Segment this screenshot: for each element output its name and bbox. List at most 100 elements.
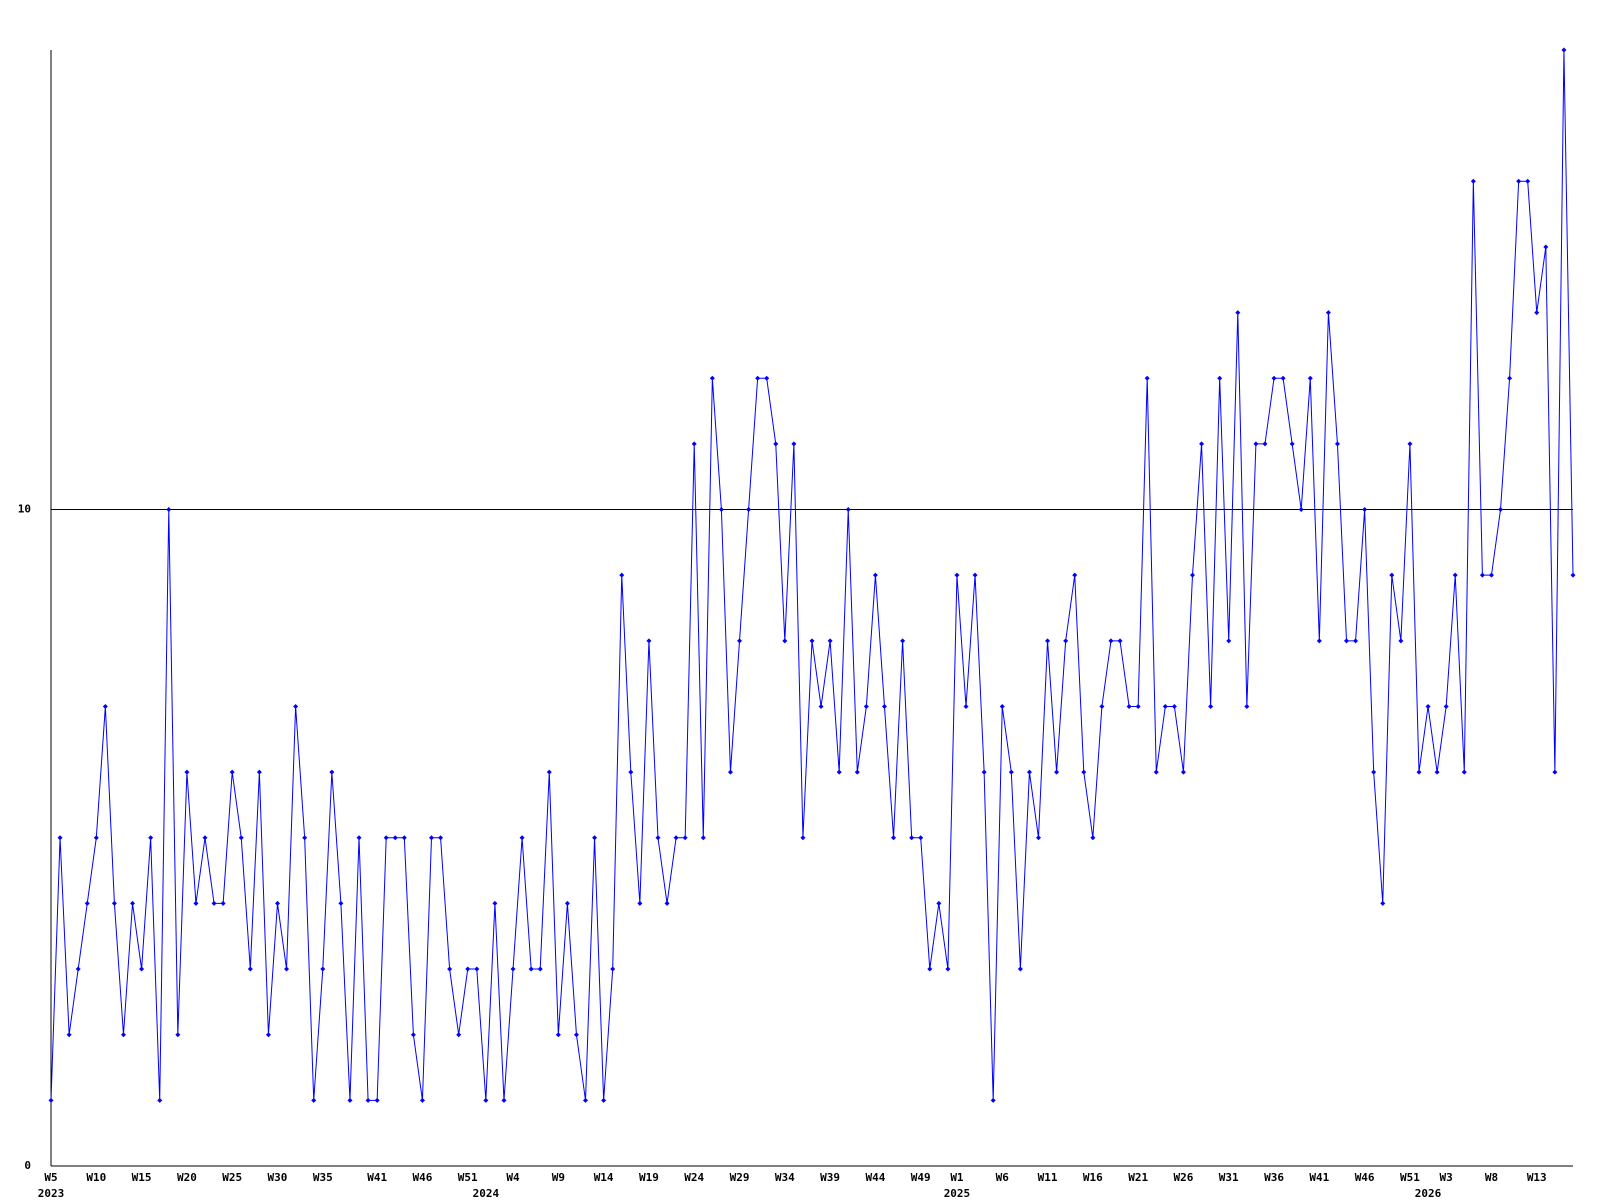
x-tick-label: W16 — [1083, 1171, 1103, 1184]
data-point — [1362, 507, 1368, 513]
data-point — [746, 507, 752, 513]
data-point — [365, 1097, 371, 1103]
data-point — [1135, 703, 1141, 709]
data-point — [356, 835, 362, 841]
data-point — [999, 703, 1005, 709]
x-tick-label: W5 — [44, 1171, 57, 1184]
data-point — [1244, 703, 1250, 709]
data-point — [800, 835, 806, 841]
data-point — [1307, 375, 1313, 381]
data-point — [1543, 244, 1549, 250]
data-point — [1054, 769, 1060, 775]
data-point — [836, 769, 842, 775]
data-point — [610, 966, 616, 972]
data-point — [583, 1097, 589, 1103]
x-tick-label: W20 — [177, 1171, 197, 1184]
data-point — [130, 900, 136, 906]
y-tick-label: 0 — [24, 1159, 31, 1172]
data-point — [220, 900, 226, 906]
data-point — [202, 835, 208, 841]
data-point — [1452, 572, 1458, 578]
data-point — [1008, 769, 1014, 775]
x-tick-label: W8 — [1485, 1171, 1498, 1184]
data-point — [1479, 572, 1485, 578]
data-point — [709, 375, 715, 381]
x-tick-label: W9 — [552, 1171, 565, 1184]
data-point — [1325, 310, 1331, 316]
data-point — [1262, 441, 1268, 447]
data-point — [57, 835, 63, 841]
data-point — [383, 835, 389, 841]
data-point — [881, 703, 887, 709]
x-tick-label: W36 — [1264, 1171, 1284, 1184]
y-tick-label: 10 — [18, 503, 31, 516]
data-point — [555, 1032, 561, 1038]
data-point — [1072, 572, 1078, 578]
data-point — [256, 769, 262, 775]
x-tick-label: W44 — [865, 1171, 885, 1184]
data-point — [148, 835, 154, 841]
data-point — [347, 1097, 353, 1103]
data-point — [700, 835, 706, 841]
data-point — [909, 835, 915, 841]
data-point — [972, 572, 978, 578]
data-point — [691, 441, 697, 447]
data-point — [329, 769, 335, 775]
data-point — [419, 1097, 425, 1103]
data-point — [284, 966, 290, 972]
x-tick-label: W21 — [1128, 1171, 1148, 1184]
data-point — [1298, 507, 1304, 513]
data-point — [483, 1097, 489, 1103]
data-line — [50, 49, 1574, 1101]
data-point — [936, 900, 942, 906]
data-point — [673, 835, 679, 841]
data-point — [1316, 638, 1322, 644]
data-point — [918, 835, 924, 841]
data-point — [438, 835, 444, 841]
data-point — [1461, 769, 1467, 775]
data-point — [1561, 47, 1567, 53]
data-point — [474, 966, 480, 972]
data-point — [827, 638, 833, 644]
data-point — [872, 572, 878, 578]
data-point — [48, 1097, 54, 1103]
data-point — [1108, 638, 1114, 644]
data-point — [211, 900, 217, 906]
data-point — [1389, 572, 1395, 578]
x-tick-label: W39 — [820, 1171, 840, 1184]
x-tick-label: W15 — [132, 1171, 152, 1184]
x-tick-label: W4 — [506, 1171, 520, 1184]
data-point — [637, 900, 643, 906]
data-point — [592, 835, 598, 841]
year-label: 2025 — [944, 1187, 971, 1200]
data-point — [1380, 900, 1386, 906]
data-point — [927, 966, 933, 972]
data-point — [628, 769, 634, 775]
data-point — [945, 966, 951, 972]
data-point — [782, 638, 788, 644]
data-point — [1280, 375, 1286, 381]
data-point — [1063, 638, 1069, 644]
data-point — [1090, 835, 1096, 841]
data-point — [528, 966, 534, 972]
data-point — [1026, 769, 1032, 775]
data-point — [492, 900, 498, 906]
data-point — [1217, 375, 1223, 381]
data-point — [1017, 966, 1023, 972]
data-point — [1271, 375, 1277, 381]
x-tick-label: W35 — [313, 1171, 333, 1184]
data-point — [1126, 703, 1132, 709]
data-point — [102, 703, 108, 709]
x-tick-label: W46 — [1355, 1171, 1375, 1184]
data-point — [338, 900, 344, 906]
x-tick-label: W49 — [911, 1171, 931, 1184]
data-point — [175, 1032, 181, 1038]
x-tick-label: W6 — [996, 1171, 1010, 1184]
data-point — [1470, 178, 1476, 184]
year-label: 2026 — [1415, 1187, 1442, 1200]
data-point — [1353, 638, 1359, 644]
x-tick-label: W13 — [1527, 1171, 1547, 1184]
data-point — [139, 966, 145, 972]
data-point — [229, 769, 235, 775]
data-point — [682, 835, 688, 841]
